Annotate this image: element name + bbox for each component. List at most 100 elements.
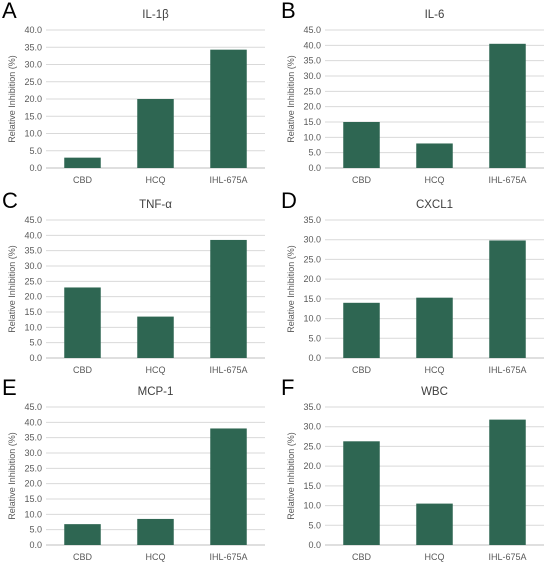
y-axis-label: Relative Inhibition (%) bbox=[286, 55, 296, 143]
chart-title: IL-1β bbox=[142, 9, 169, 21]
y-tick-label: 5.0 bbox=[308, 520, 321, 530]
y-tick-label: 15.0 bbox=[24, 307, 42, 317]
bar-ihl-675a bbox=[210, 49, 247, 168]
y-axis-label: Relative Inhibition (%) bbox=[7, 245, 17, 333]
panel-letter: F bbox=[281, 375, 295, 400]
panel-letter: E bbox=[2, 375, 17, 400]
bar-cbd bbox=[343, 441, 380, 545]
category-label: CBD bbox=[352, 365, 372, 375]
chart-title: IL-6 bbox=[425, 9, 445, 21]
y-tick-label: 20.0 bbox=[24, 479, 42, 489]
chart-title: MCP-1 bbox=[138, 386, 174, 398]
y-tick-label: 0.0 bbox=[29, 353, 42, 363]
y-tick-label: 20.0 bbox=[24, 94, 42, 104]
y-tick-label: 10.0 bbox=[303, 132, 321, 142]
bar-chart-wbc: 0.0 5.0 10.0 15.0 20.0 25.0 30.0 35.0 CBD HCQ IHL-… bbox=[286, 386, 544, 562]
y-tick-label: 5.0 bbox=[29, 525, 42, 535]
y-tick-label: 30.0 bbox=[303, 235, 321, 245]
category-label: HCQ bbox=[146, 175, 166, 185]
y-tick-label: 30.0 bbox=[303, 71, 321, 81]
y-tick-label: 40.0 bbox=[24, 417, 42, 427]
y-tick-label: 30.0 bbox=[24, 261, 42, 271]
y-tick-label: 10.0 bbox=[303, 314, 321, 324]
chart-title: WBC bbox=[421, 386, 448, 398]
category-label: IHL-675A bbox=[209, 552, 247, 562]
y-axis-label: Relative Inhibition (%) bbox=[286, 245, 296, 333]
bar-hcq bbox=[416, 297, 453, 358]
bar-hcq bbox=[137, 316, 174, 358]
y-tick-label: 35.0 bbox=[303, 215, 321, 225]
y-tick-label: 35.0 bbox=[303, 56, 321, 66]
y-tick-label: 35.0 bbox=[24, 433, 42, 443]
category-label: HCQ bbox=[146, 365, 166, 375]
y-tick-label: 15.0 bbox=[24, 111, 42, 121]
category-label: IHL-675A bbox=[488, 175, 526, 185]
bar-ihl-675a bbox=[210, 428, 247, 545]
y-tick-label: 10.0 bbox=[303, 501, 321, 511]
y-tick-label: 25.0 bbox=[303, 254, 321, 264]
bar-hcq bbox=[416, 503, 453, 545]
y-tick-label: 45.0 bbox=[24, 215, 42, 225]
y-tick-label: 20.0 bbox=[303, 274, 321, 284]
bar-chart-cxcl1: 0.0 5.0 10.0 15.0 20.0 25.0 30.0 35.0 CBD HCQ IHL-… bbox=[286, 199, 544, 375]
bar-chart-il6: 0.0 5.0 10.0 15.0 20.0 25.0 30.0 35.0 40.0 45.0 CB… bbox=[286, 9, 544, 185]
bar-ihl-675a bbox=[489, 43, 526, 168]
bar-chart-tnfa: 0.0 5.0 10.0 15.0 20.0 25.0 30.0 35.0 40.0 45.0 CB… bbox=[7, 199, 265, 375]
y-tick-label: 35.0 bbox=[24, 42, 42, 52]
y-tick-label: 30.0 bbox=[24, 448, 42, 458]
category-label: CBD bbox=[73, 175, 93, 185]
y-tick-label: 20.0 bbox=[303, 102, 321, 112]
y-tick-label: 25.0 bbox=[24, 77, 42, 87]
chart-title: CXCL1 bbox=[416, 199, 453, 211]
y-tick-label: 10.0 bbox=[24, 322, 42, 332]
y-tick-label: 10.0 bbox=[24, 129, 42, 139]
y-tick-label: 0.0 bbox=[308, 353, 321, 363]
chart-title: TNF-α bbox=[139, 199, 172, 211]
y-tick-label: 10.0 bbox=[24, 509, 42, 519]
panel-f: 0.0 5.0 10.0 15.0 20.0 25.0 30.0 35.0 CBD HCQ IHL-… bbox=[279, 375, 558, 565]
y-tick-label: 5.0 bbox=[29, 338, 42, 348]
category-label: CBD bbox=[73, 552, 93, 562]
panel-b: 0.0 5.0 10.0 15.0 20.0 25.0 30.0 35.0 40.0 45.0 CB… bbox=[279, 0, 558, 188]
y-tick-label: 30.0 bbox=[24, 60, 42, 70]
y-tick-label: 45.0 bbox=[24, 402, 42, 412]
y-tick-label: 5.0 bbox=[308, 333, 321, 343]
panel-a: 0.0 5.0 10.0 15.0 20.0 25.0 30.0 35.0 40.0 CBD HCQ… bbox=[0, 0, 279, 188]
bar-cbd bbox=[343, 302, 380, 358]
y-tick-label: 25.0 bbox=[303, 86, 321, 96]
y-tick-label: 45.0 bbox=[303, 25, 321, 35]
y-tick-label: 20.0 bbox=[24, 292, 42, 302]
category-label: HCQ bbox=[425, 175, 445, 185]
y-tick-label: 35.0 bbox=[24, 246, 42, 256]
y-tick-label: 0.0 bbox=[308, 540, 321, 550]
panel-d: 0.0 5.0 10.0 15.0 20.0 25.0 30.0 35.0 CBD HCQ IHL-… bbox=[279, 188, 558, 378]
category-label: IHL-675A bbox=[488, 552, 526, 562]
category-label: CBD bbox=[352, 552, 372, 562]
panel-letter: C bbox=[2, 188, 18, 213]
y-tick-label: 25.0 bbox=[303, 441, 321, 451]
y-tick-label: 5.0 bbox=[29, 146, 42, 156]
category-label: HCQ bbox=[425, 365, 445, 375]
bar-hcq bbox=[416, 143, 453, 168]
category-label: IHL-675A bbox=[209, 175, 247, 185]
panel-c: 0.0 5.0 10.0 15.0 20.0 25.0 30.0 35.0 40.0 45.0 CB… bbox=[0, 188, 279, 378]
category-label: IHL-675A bbox=[209, 365, 247, 375]
y-axis-label: Relative Inhibition (%) bbox=[7, 432, 17, 520]
panel-letter: B bbox=[281, 0, 296, 23]
y-tick-label: 40.0 bbox=[24, 230, 42, 240]
y-tick-label: 40.0 bbox=[303, 40, 321, 50]
y-tick-label: 20.0 bbox=[303, 461, 321, 471]
y-tick-label: 25.0 bbox=[24, 276, 42, 286]
category-label: CBD bbox=[352, 175, 372, 185]
category-label: CBD bbox=[73, 365, 93, 375]
bar-hcq bbox=[137, 99, 174, 168]
category-label: HCQ bbox=[146, 552, 166, 562]
bar-cbd bbox=[64, 287, 101, 358]
category-label: IHL-675A bbox=[488, 365, 526, 375]
y-tick-label: 35.0 bbox=[303, 402, 321, 412]
y-tick-label: 0.0 bbox=[308, 163, 321, 173]
bar-cbd bbox=[64, 524, 101, 545]
y-axis-label: Relative Inhibition (%) bbox=[7, 55, 17, 143]
panel-letter: A bbox=[2, 0, 17, 23]
